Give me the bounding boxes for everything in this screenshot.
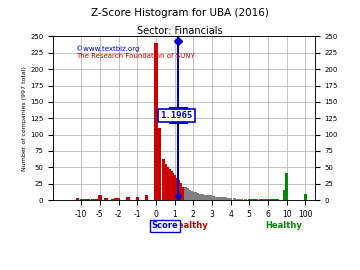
Bar bbox=[135, 197, 139, 200]
Text: Unhealthy: Unhealthy bbox=[159, 221, 208, 230]
Bar bbox=[177, 180, 180, 200]
Bar bbox=[214, 197, 217, 200]
Bar bbox=[169, 171, 172, 200]
Bar bbox=[117, 198, 120, 200]
Bar bbox=[225, 198, 229, 200]
Bar bbox=[186, 188, 189, 200]
Bar bbox=[158, 128, 161, 200]
Bar bbox=[192, 191, 195, 200]
Bar bbox=[175, 178, 178, 200]
Bar bbox=[285, 173, 288, 200]
Bar bbox=[227, 198, 230, 200]
Bar bbox=[233, 198, 236, 200]
Bar bbox=[126, 197, 130, 200]
Bar bbox=[204, 195, 208, 200]
Text: 1.1965: 1.1965 bbox=[160, 111, 193, 120]
Bar bbox=[221, 197, 225, 200]
Bar bbox=[76, 198, 79, 200]
Bar bbox=[240, 199, 243, 200]
Text: Sector: Financials: Sector: Financials bbox=[137, 26, 223, 36]
Text: Score: Score bbox=[152, 221, 179, 230]
Text: Healthy: Healthy bbox=[265, 221, 302, 230]
Bar bbox=[193, 192, 197, 200]
Bar bbox=[207, 195, 210, 200]
Bar bbox=[184, 187, 188, 200]
Bar bbox=[223, 197, 227, 200]
Bar bbox=[285, 194, 288, 200]
Bar bbox=[229, 198, 232, 200]
Bar bbox=[220, 197, 223, 200]
Bar bbox=[167, 169, 171, 200]
Bar bbox=[283, 190, 286, 200]
Bar bbox=[237, 199, 240, 200]
Text: Z-Score Histogram for UBA (2016): Z-Score Histogram for UBA (2016) bbox=[91, 8, 269, 18]
Bar bbox=[303, 197, 307, 200]
Bar bbox=[163, 164, 167, 200]
Bar bbox=[212, 196, 215, 200]
Text: The Research Foundation of SUNY: The Research Foundation of SUNY bbox=[76, 53, 194, 59]
Bar bbox=[154, 43, 158, 200]
Bar bbox=[180, 187, 184, 200]
Bar bbox=[251, 199, 255, 200]
Bar bbox=[248, 199, 251, 200]
Bar bbox=[303, 194, 307, 200]
Bar bbox=[210, 196, 213, 200]
Bar bbox=[98, 195, 102, 200]
Bar bbox=[173, 175, 176, 200]
Bar bbox=[165, 167, 169, 200]
Bar bbox=[182, 191, 185, 200]
Bar bbox=[80, 199, 83, 200]
Bar bbox=[216, 197, 219, 200]
Bar bbox=[208, 195, 212, 200]
Bar bbox=[197, 194, 201, 200]
Bar bbox=[199, 194, 202, 200]
Bar bbox=[218, 197, 221, 200]
Bar bbox=[179, 183, 182, 200]
Bar bbox=[104, 198, 108, 200]
Bar bbox=[195, 193, 199, 200]
Bar bbox=[114, 198, 117, 200]
Bar bbox=[162, 160, 165, 200]
Text: ©www.textbiz.org: ©www.textbiz.org bbox=[76, 45, 139, 52]
Bar bbox=[190, 191, 193, 200]
Bar bbox=[203, 195, 206, 200]
Bar bbox=[188, 190, 191, 200]
Bar bbox=[201, 194, 204, 200]
Bar bbox=[145, 195, 148, 200]
Bar bbox=[111, 199, 114, 200]
Bar bbox=[244, 199, 247, 200]
Bar bbox=[171, 173, 174, 200]
Y-axis label: Number of companies (997 total): Number of companies (997 total) bbox=[22, 66, 27, 171]
